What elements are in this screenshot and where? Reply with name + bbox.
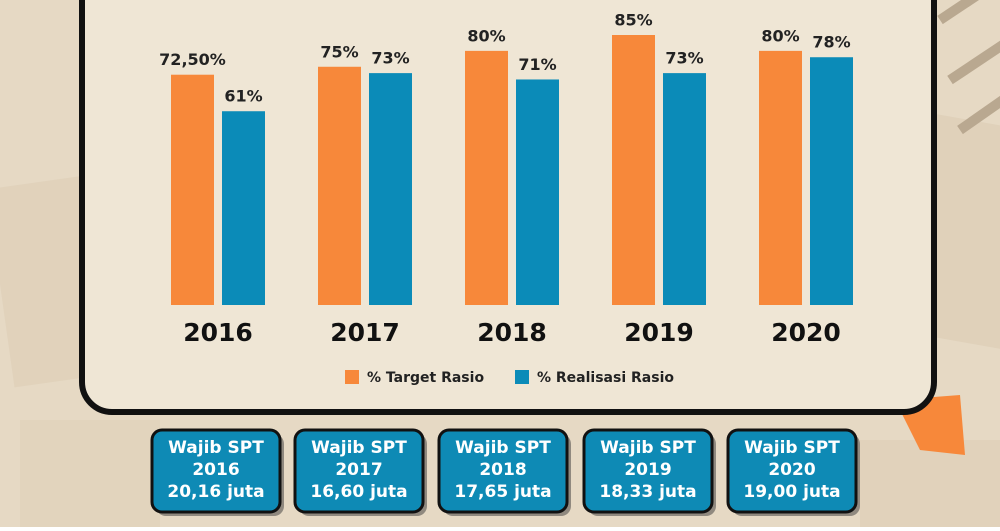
bar xyxy=(516,79,559,306)
card-year: 2020 xyxy=(768,460,815,480)
value-label: 80% xyxy=(467,26,505,45)
card-year: 2019 xyxy=(624,460,671,480)
bar xyxy=(759,50,802,305)
value-label: 85% xyxy=(614,11,652,30)
bar xyxy=(810,57,853,306)
card-label: Wajib SPT xyxy=(744,438,840,458)
chart: 72,50% 61% 2016 75% 73% 2017 80% 71% 2018 85% 73% 2… xyxy=(159,11,853,386)
card xyxy=(293,428,425,514)
bar xyxy=(465,50,508,305)
value-label: 71% xyxy=(518,55,556,74)
bar xyxy=(222,111,265,305)
value-label: 75% xyxy=(320,42,358,61)
value-label: 72,50% xyxy=(159,50,226,69)
x-tick-label: 2020 xyxy=(771,318,841,347)
card-year: 2018 xyxy=(479,460,526,480)
legend-label: % Realisasi Rasio xyxy=(537,370,674,386)
card-amount: 16,60 juta xyxy=(310,482,407,502)
card-year: 2016 xyxy=(192,460,239,480)
stripes xyxy=(937,0,1000,135)
value-label: 80% xyxy=(761,26,799,45)
card-amount: 20,16 juta xyxy=(167,482,264,502)
value-label: 73% xyxy=(371,49,409,68)
x-tick-label: 2019 xyxy=(624,318,694,347)
legend-swatch xyxy=(345,370,359,384)
legend-swatch xyxy=(515,370,529,384)
x-tick-label: 2017 xyxy=(330,318,400,347)
card xyxy=(726,428,858,514)
x-tick-label: 2016 xyxy=(183,318,253,347)
card-label: Wajib SPT xyxy=(600,438,696,458)
card-label: Wajib SPT xyxy=(455,438,551,458)
card-amount: 18,33 juta xyxy=(599,482,696,502)
card xyxy=(150,428,282,514)
card-label: Wajib SPT xyxy=(168,438,264,458)
value-label: 73% xyxy=(665,49,703,68)
value-label: 78% xyxy=(812,33,850,52)
bar xyxy=(171,74,214,306)
card-amount: 17,65 juta xyxy=(454,482,551,502)
value-label: 61% xyxy=(224,87,262,106)
card-label: Wajib SPT xyxy=(311,438,407,458)
card xyxy=(437,428,569,514)
card xyxy=(582,428,714,514)
bar xyxy=(369,73,412,305)
legend-label: % Target Rasio xyxy=(367,370,484,386)
bar xyxy=(318,66,361,305)
bar xyxy=(612,35,655,305)
x-tick-label: 2018 xyxy=(477,318,547,347)
bar xyxy=(663,73,706,305)
card-year: 2017 xyxy=(335,460,382,480)
card-amount: 19,00 juta xyxy=(743,482,840,502)
